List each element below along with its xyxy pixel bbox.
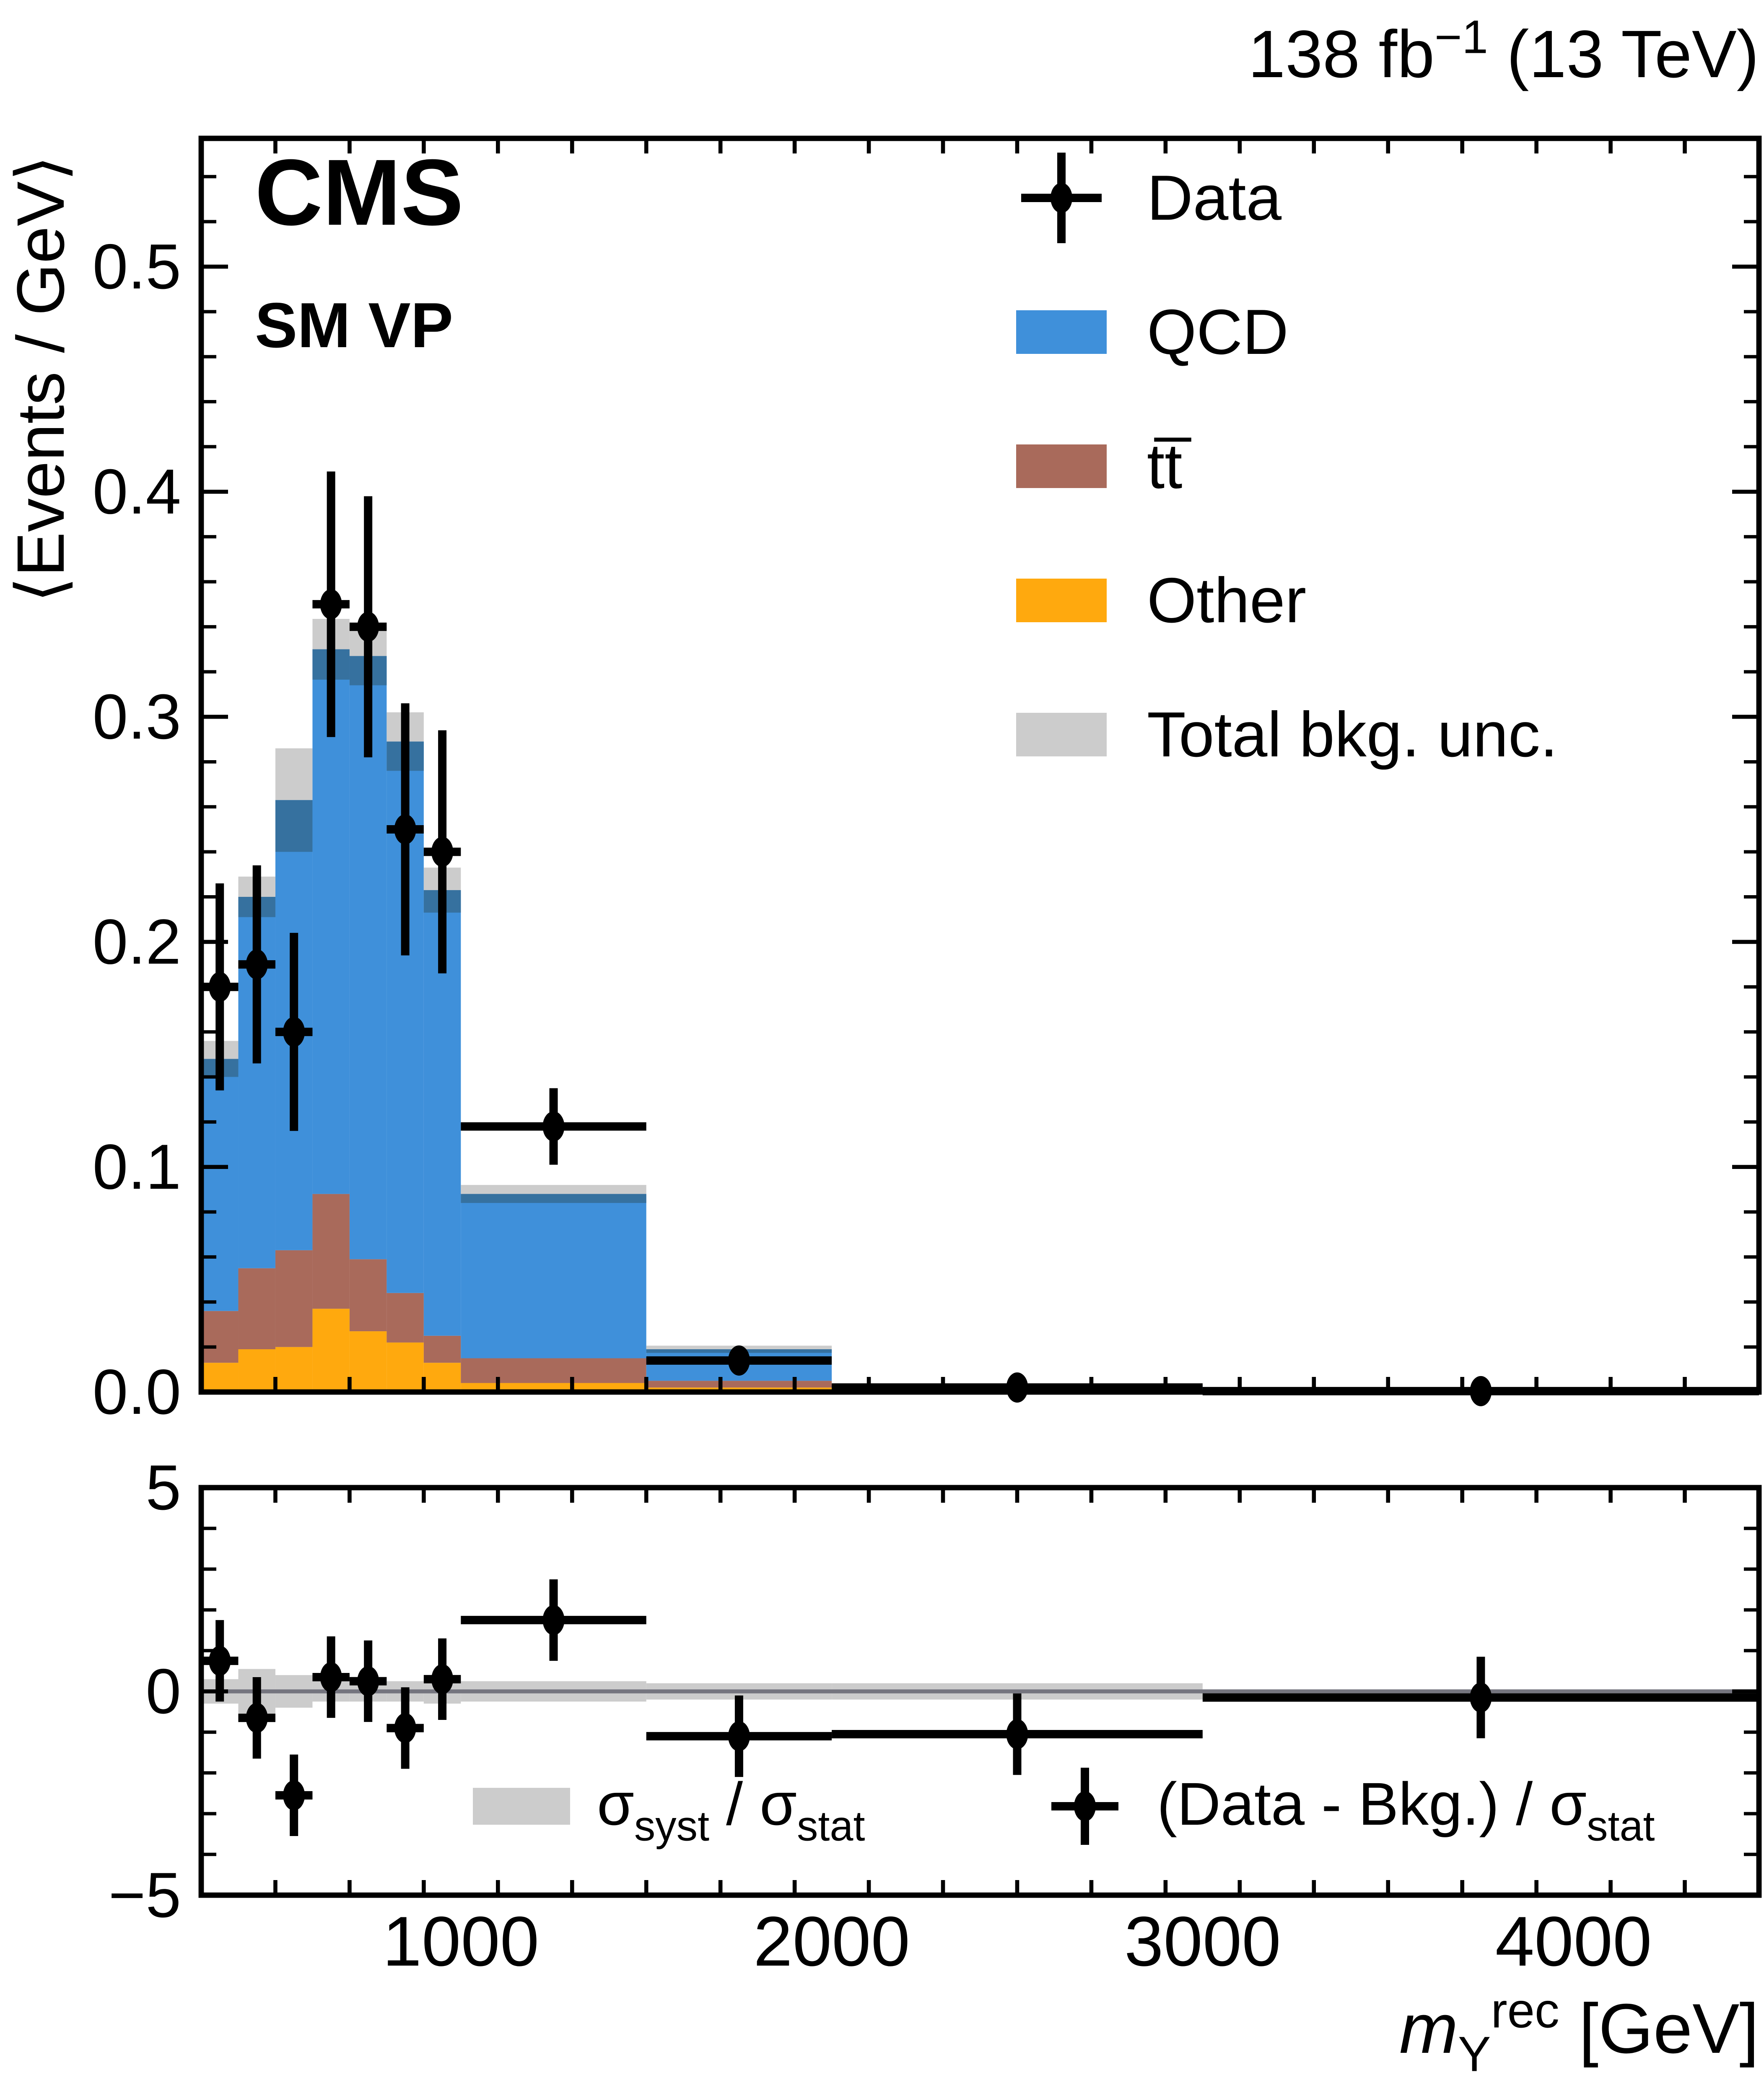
legend-item-label: Data — [1147, 162, 1282, 234]
y-tick-label: 0.5 — [93, 231, 181, 302]
qcd-bar — [201, 1059, 239, 1311]
panel-frame — [198, 135, 1762, 1395]
data-point-marker — [1006, 1372, 1028, 1403]
ttbar-bar — [312, 1194, 350, 1309]
y-tick-label: 0.2 — [93, 906, 181, 977]
legend-item-label: Total bkg. unc. — [1147, 699, 1558, 770]
unc-band-lower — [275, 800, 313, 852]
ratio-y-tick-label: 0 — [145, 1656, 181, 1727]
legend-swatch — [1016, 310, 1107, 354]
ttbar-bar — [201, 1311, 239, 1363]
luminosity-label: 138 fb−1 (13 TeV) — [1248, 10, 1759, 91]
legend-item-label: tt̅ — [1147, 431, 1192, 502]
y-axis-title: ⟨Events / GeV⟩ — [3, 155, 78, 603]
pull-point-marker — [728, 1721, 750, 1751]
x-axis-title: mYrec [GeV] — [1399, 1983, 1759, 2082]
legend-item: QCD — [1016, 296, 1289, 368]
data-point-marker — [320, 589, 342, 620]
ttbar-bar — [275, 1250, 313, 1347]
legend-item-label: QCD — [1147, 296, 1289, 368]
ratio-legend-band-label: σsyst / σstat — [597, 1770, 865, 1849]
pull-points-series — [201, 1579, 1759, 1836]
pull-point-marker — [394, 1713, 416, 1743]
experiment-label: CMS — [255, 140, 464, 245]
pull-point-marker — [357, 1666, 379, 1696]
legend-swatch — [1016, 444, 1107, 488]
legend-item: Other — [1016, 565, 1306, 636]
ttbar-bar — [646, 1381, 832, 1388]
ratio-panel-frame-and-axes: 1000 2000 3000 4000 −5 0 5 — [109, 1452, 1762, 1981]
legend-swatch — [1016, 579, 1107, 622]
other-bar — [275, 1347, 313, 1392]
ratio-y-tick-label: −5 — [109, 1860, 181, 1931]
other-bar — [349, 1331, 387, 1392]
legend-item: Total bkg. unc. — [1016, 699, 1558, 770]
other-bar — [423, 1363, 461, 1392]
data-point-marker — [431, 836, 454, 867]
legend-item: tt̅ — [1016, 431, 1192, 502]
qcd-bar — [312, 649, 350, 1194]
ratio-y-tick-label: 5 — [145, 1452, 181, 1523]
x-tick-label: 3000 — [1124, 1902, 1281, 1981]
y-tick-label: 0.3 — [93, 681, 181, 753]
ratio-legend-points-label: (Data - Bkg.) / σstat — [1157, 1770, 1655, 1849]
ttbar-bar — [387, 1293, 424, 1343]
data-point-marker — [1470, 1376, 1492, 1406]
ratio-legend-marker — [1074, 1791, 1096, 1821]
legend-item-label: Other — [1147, 565, 1306, 636]
pull-point-marker — [1006, 1719, 1028, 1750]
data-point-marker — [209, 971, 231, 1002]
pull-point-marker — [320, 1662, 342, 1692]
category-label: SM VP — [255, 290, 453, 361]
data-point-marker — [246, 949, 268, 980]
legend-data-marker — [1051, 183, 1072, 213]
x-tick-label: 2000 — [753, 1902, 910, 1981]
data-point-marker — [542, 1111, 565, 1142]
ttbar-bar — [461, 1358, 646, 1383]
other-bar — [201, 1363, 239, 1392]
unc-band-lower — [461, 1194, 646, 1203]
y-tick-label: 0.4 — [93, 456, 181, 527]
unc-band-upper — [275, 748, 313, 800]
other-bar — [238, 1349, 275, 1392]
unc-band-upper — [461, 1185, 646, 1194]
ratio-legend-band-swatch — [473, 1788, 570, 1825]
data-points-series — [201, 471, 1759, 1406]
data-point-marker — [728, 1345, 750, 1376]
x-tick-label: 4000 — [1495, 1902, 1652, 1981]
data-point-marker — [394, 814, 416, 844]
y-tick-label: 0.1 — [93, 1131, 181, 1203]
ttbar-bar — [349, 1259, 387, 1332]
ttbar-bar — [238, 1268, 275, 1350]
qcd-bar — [461, 1194, 646, 1358]
ratio-legend: σsyst / σstat (Data - Bkg.) / σstat — [473, 1768, 1655, 1849]
y-tick-label: 0.0 — [93, 1356, 181, 1428]
legend: Data QCD tt̅ Other Total bkg. unc. — [1016, 153, 1558, 770]
pull-point-marker — [542, 1605, 565, 1635]
pull-point-marker — [209, 1646, 231, 1676]
pull-point-marker — [1470, 1682, 1492, 1713]
pull-point-marker — [431, 1664, 454, 1694]
data-point-marker — [357, 611, 379, 642]
data-point-marker — [283, 1017, 305, 1047]
ttbar-bar — [423, 1335, 461, 1363]
legend-swatch — [1016, 713, 1107, 756]
other-bar — [387, 1342, 424, 1392]
x-tick-label: 1000 — [382, 1902, 539, 1981]
pull-point-marker — [246, 1703, 268, 1733]
other-bar — [312, 1309, 350, 1392]
pull-point-marker — [283, 1780, 305, 1810]
legend-item: Data — [1021, 153, 1282, 243]
